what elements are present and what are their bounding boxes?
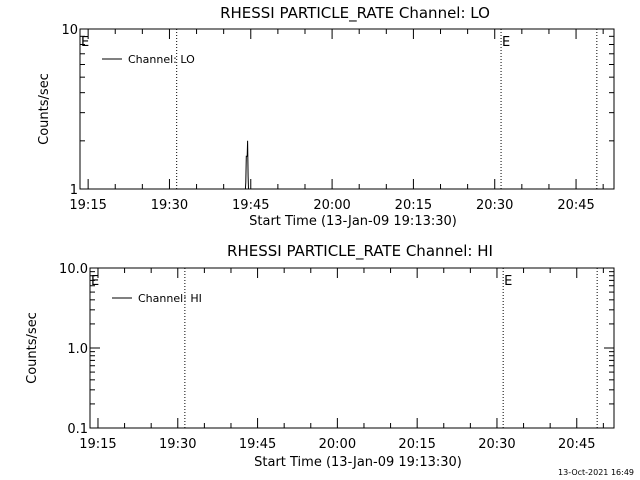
panel-1-x-tick-label: 20:00 (313, 198, 350, 213)
panel-1-series-line (244, 140, 249, 190)
panel-2-title: RHESSI PARTICLE_RATE Channel: HI (227, 242, 493, 261)
panel-1-y-axis-label: Counts/sec (37, 73, 52, 145)
panel-1-x-tick-label: 20:15 (395, 198, 432, 213)
panel-2-legend-label: Channel: HI (138, 292, 202, 305)
panel-1-x-tick-label: 20:45 (557, 198, 594, 213)
footer-timestamp: 13-Oct-2021 16:49 (558, 468, 634, 477)
panel-1-x-tick-label: 20:30 (476, 198, 513, 213)
panel-1-event-marker: E (502, 35, 510, 50)
panel-2-event-marker: E (91, 274, 99, 289)
panel-2-x-tick-label: 20:00 (319, 437, 356, 452)
panel-1-x-tick-label: 19:15 (69, 198, 106, 213)
panel-1-x-tick-label: 19:30 (151, 198, 188, 213)
panel-1-y-tick-label: 1 (70, 183, 78, 198)
panel-2-x-axis-label: Start Time (13-Jan-09 19:13:30) (254, 455, 462, 470)
panel-2-y-axis-label: Counts/sec (25, 312, 40, 384)
panel-2-x-tick-label: 20:30 (478, 437, 515, 452)
panel-2-y-tick-label: 1.0 (67, 342, 88, 357)
panel-2-y-tick-label: 0.1 (67, 422, 88, 437)
panel-2-x-tick-label: 20:15 (398, 437, 435, 452)
panel-1-x-axis-label: Start Time (13-Jan-09 19:13:30) (249, 214, 457, 229)
panel-1-plot-frame (79, 28, 615, 190)
panel-2-y-tick-label: 10.0 (59, 262, 88, 277)
panel-1-y-tick-label: 10 (61, 23, 78, 38)
panel-2-x-tick-label: 19:45 (239, 437, 276, 452)
panel-1-x-tick-label: 19:45 (232, 198, 269, 213)
panel-1-legend-label: Channel: LO (128, 53, 195, 66)
panel-2-x-tick-label: 19:30 (159, 437, 196, 452)
panel-1-event-marker: E (81, 35, 89, 50)
panel-2-x-tick-label: 20:45 (558, 437, 595, 452)
panel-1-title: RHESSI PARTICLE_RATE Channel: LO (220, 4, 490, 23)
panel-2-event-marker: E (504, 274, 512, 289)
panel-2-x-tick-label: 19:15 (79, 437, 116, 452)
